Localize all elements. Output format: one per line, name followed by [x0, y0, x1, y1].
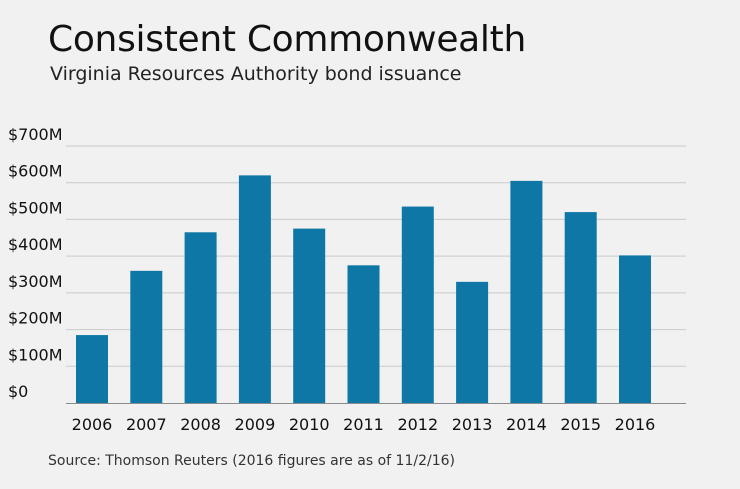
bar-2010: [293, 228, 326, 403]
x-tick-label: 2010: [289, 415, 330, 434]
x-tick-label: 2011: [343, 415, 384, 434]
x-tick-label: 2014: [506, 415, 547, 434]
bars: [76, 175, 651, 403]
chart-title: Consistent Commonwealth: [48, 19, 526, 60]
source-note: Source: Thomson Reuters (2016 figures ar…: [48, 453, 455, 469]
bar-2012: [401, 206, 434, 403]
x-tick-label: 2013: [452, 415, 493, 434]
bar-2014: [510, 180, 543, 403]
y-tick-label: $400M: [8, 235, 63, 254]
y-tick-label: $300M: [8, 272, 63, 291]
x-tick-label: 2007: [126, 415, 167, 434]
bar-2015: [564, 212, 597, 403]
bar-2006: [76, 335, 108, 403]
x-axis-labels: 2006 2007 2008 2009 2010 2011 2012 2013 2014 2015…: [72, 415, 656, 434]
bar-2009: [238, 175, 271, 403]
x-tick-label: 2009: [235, 415, 276, 434]
bar-2013: [456, 281, 489, 403]
y-tick-label: $200M: [8, 309, 63, 328]
y-tick-label: $700M: [8, 125, 63, 144]
x-tick-label: 2008: [180, 415, 221, 434]
y-tick-label: $500M: [8, 198, 63, 217]
bar-2011: [347, 265, 380, 403]
x-tick-label: 2016: [615, 415, 656, 434]
chart-subtitle: Virginia Resources Authority bond issuan…: [50, 63, 462, 85]
bar-2008: [184, 232, 217, 403]
y-tick-label: $600M: [8, 162, 63, 181]
bar-2016: [619, 255, 651, 403]
y-axis-labels: $0 $100M $200M $300M $400M $500M $600M $700M: [8, 125, 63, 401]
y-tick-label: $100M: [8, 345, 63, 364]
x-tick-label: 2012: [397, 415, 438, 434]
x-tick-label: 2015: [560, 415, 601, 434]
bar-2007: [130, 270, 163, 403]
x-tick-label: 2006: [72, 415, 113, 434]
y-tick-label: $0: [8, 382, 28, 401]
